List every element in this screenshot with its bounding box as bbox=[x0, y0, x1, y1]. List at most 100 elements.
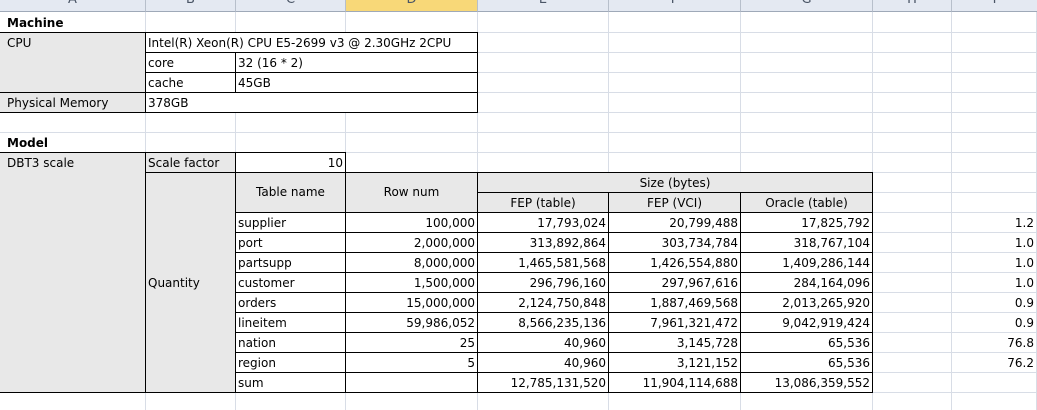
physical-memory-label[interactable]: Physical Memory bbox=[7, 96, 109, 110]
machine-label-shade bbox=[0, 33, 145, 112]
fep-table-cell[interactable]: 296,796,160 bbox=[529, 276, 606, 290]
header-size-bytes[interactable]: Size (bytes) bbox=[639, 176, 711, 190]
cpu-value[interactable]: Intel(R) Xeon(R) CPU E5-2699 v3 @ 2.30GH… bbox=[146, 33, 478, 53]
fep-vci-cell[interactable]: 1,887,469,568 bbox=[650, 296, 738, 310]
oracle-table-cell[interactable]: 9,042,919,424 bbox=[782, 316, 870, 330]
scale-factor-label[interactable]: Scale factor bbox=[148, 156, 220, 170]
cell-border bbox=[345, 152, 346, 393]
oracle-table-cell[interactable]: 2,013,265,920 bbox=[782, 296, 870, 310]
column-header-h[interactable]: H bbox=[873, 0, 952, 12]
ratio-cell[interactable]: 76.8 bbox=[1007, 336, 1034, 350]
physical-memory-value[interactable]: 378GB bbox=[146, 93, 478, 113]
gridline bbox=[0, 72, 1037, 73]
fep-vci-cell[interactable]: 303,734,784 bbox=[661, 236, 738, 250]
column-header-a[interactable]: A bbox=[0, 0, 146, 12]
ratio-cell[interactable]: 76.2 bbox=[1007, 356, 1034, 370]
row-num-cell[interactable]: 15,000,000 bbox=[406, 296, 475, 310]
table-name-cell[interactable]: orders bbox=[238, 296, 277, 310]
header-fep-table[interactable]: FEP (table) bbox=[510, 196, 576, 210]
oracle-table-cell[interactable]: 1,409,286,144 bbox=[782, 256, 870, 270]
table-name-cell[interactable]: port bbox=[238, 236, 263, 250]
oracle-table-cell[interactable]: 284,164,096 bbox=[793, 276, 870, 290]
column-letter: A bbox=[0, 0, 145, 7]
ratio-cell[interactable]: 0.9 bbox=[1014, 296, 1034, 310]
fep-vci-cell[interactable]: 1,426,554,880 bbox=[650, 256, 738, 270]
column-header-b[interactable]: B bbox=[146, 0, 236, 12]
table-name-cell[interactable]: region bbox=[238, 356, 276, 370]
table-name-cell[interactable]: nation bbox=[238, 336, 276, 350]
row-num-cell[interactable]: 59,986,052 bbox=[406, 316, 475, 330]
fep-table-cell[interactable]: 40,960 bbox=[564, 356, 606, 370]
model-sublabel-shade bbox=[146, 153, 235, 392]
model-section-title[interactable]: Model bbox=[7, 136, 49, 150]
table-name-cell[interactable]: partsupp bbox=[238, 256, 292, 270]
fep-table-cell[interactable]: 313,892,864 bbox=[529, 236, 606, 250]
ratio-cell[interactable]: 0.9 bbox=[1014, 316, 1034, 330]
row-num-cell[interactable]: 5 bbox=[467, 356, 475, 370]
gridline bbox=[0, 32, 1037, 33]
column-letter: H bbox=[873, 0, 951, 7]
gridline bbox=[951, 12, 952, 410]
oracle-table-cell[interactable]: 17,825,792 bbox=[801, 216, 870, 230]
sum-fep-vci[interactable]: 11,904,114,688 bbox=[642, 376, 738, 390]
cache-value[interactable]: 45GB bbox=[236, 73, 477, 93]
core-value[interactable]: 32 (16 * 2) bbox=[236, 53, 477, 73]
quantity-label[interactable]: Quantity bbox=[148, 276, 200, 290]
table-name-cell[interactable]: customer bbox=[238, 276, 295, 290]
column-letter: F bbox=[609, 0, 740, 7]
ratio-cell[interactable]: 1.0 bbox=[1014, 256, 1034, 270]
fep-vci-cell[interactable]: 20,799,488 bbox=[669, 216, 738, 230]
sum-label[interactable]: sum bbox=[238, 376, 264, 390]
gridline bbox=[0, 152, 1037, 153]
row-num-cell[interactable]: 100,000 bbox=[425, 216, 475, 230]
ratio-cell[interactable]: 1.0 bbox=[1014, 236, 1034, 250]
cpu-label[interactable]: CPU bbox=[7, 36, 32, 50]
header-row-num[interactable]: Row num bbox=[383, 185, 440, 199]
row-num-cell[interactable]: 8,000,000 bbox=[413, 256, 475, 270]
oracle-table-cell[interactable]: 65,536 bbox=[828, 356, 870, 370]
oracle-table-cell[interactable]: 65,536 bbox=[828, 336, 870, 350]
table-name-cell[interactable]: supplier bbox=[238, 216, 287, 230]
header-oracle-table[interactable]: Oracle (table) bbox=[765, 196, 848, 210]
fep-table-cell[interactable]: 8,566,235,136 bbox=[518, 316, 606, 330]
fep-table-cell[interactable]: 40,960 bbox=[564, 336, 606, 350]
column-header-e[interactable]: E bbox=[478, 0, 609, 12]
ratio-cell[interactable]: 1.2 bbox=[1014, 216, 1034, 230]
fep-table-cell[interactable]: 1,465,581,568 bbox=[518, 256, 606, 270]
fep-vci-cell[interactable]: 3,145,728 bbox=[676, 336, 738, 350]
sum-oracle-table[interactable]: 13,086,359,552 bbox=[774, 376, 870, 390]
column-header-d[interactable]: D bbox=[346, 0, 478, 12]
cell-border bbox=[235, 332, 873, 333]
column-header-f[interactable]: F bbox=[609, 0, 741, 12]
fep-vci-cell[interactable]: 297,967,616 bbox=[661, 276, 738, 290]
ratio-cell[interactable]: 1.0 bbox=[1014, 276, 1034, 290]
column-header-i[interactable]: I bbox=[952, 0, 1037, 12]
row-num-cell[interactable]: 2,000,000 bbox=[413, 236, 475, 250]
model-label-shade bbox=[0, 153, 145, 392]
table-name-cell[interactable]: lineitem bbox=[238, 316, 287, 330]
cell-border bbox=[235, 232, 873, 233]
column-header-g[interactable]: G bbox=[741, 0, 873, 12]
column-header-c[interactable]: C bbox=[236, 0, 346, 12]
fep-table-cell[interactable]: 17,793,024 bbox=[537, 216, 606, 230]
machine-section-title[interactable]: Machine bbox=[7, 16, 64, 30]
cell-border bbox=[235, 372, 873, 373]
dbt3-scale-label[interactable]: DBT3 scale bbox=[7, 156, 75, 170]
sum-fep-table[interactable]: 12,785,131,520 bbox=[510, 376, 606, 390]
cache-label[interactable]: cache bbox=[148, 76, 184, 90]
fep-table-cell[interactable]: 2,124,750,848 bbox=[518, 296, 606, 310]
fep-vci-cell[interactable]: 3,121,152 bbox=[676, 356, 738, 370]
fep-vci-cell[interactable]: 7,961,321,472 bbox=[650, 316, 738, 330]
row-num-cell[interactable]: 1,500,000 bbox=[413, 276, 475, 290]
gridline bbox=[0, 92, 1037, 93]
cell-border bbox=[235, 272, 873, 273]
header-table-name[interactable]: Table name bbox=[256, 185, 325, 199]
header-fep-vci[interactable]: FEP (VCI) bbox=[646, 196, 703, 210]
oracle-table-cell[interactable]: 318,767,104 bbox=[793, 236, 870, 250]
scale-factor-value[interactable]: 10 bbox=[236, 153, 345, 173]
core-label[interactable]: core bbox=[148, 56, 174, 70]
cell-border bbox=[0, 392, 873, 393]
row-num-cell[interactable]: 25 bbox=[459, 336, 475, 350]
cell-border bbox=[145, 172, 873, 173]
